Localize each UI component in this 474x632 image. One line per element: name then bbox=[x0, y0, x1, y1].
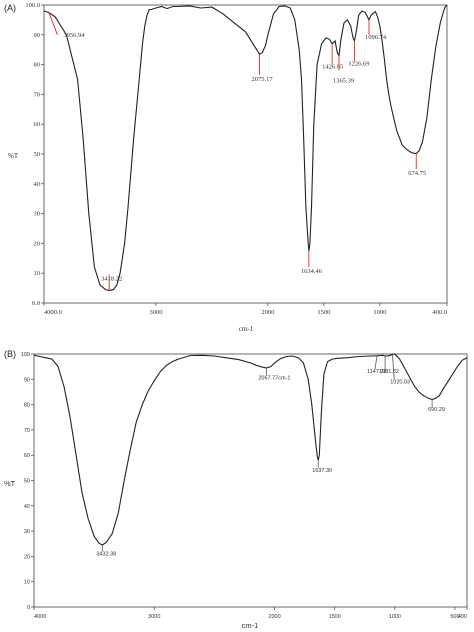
panel-b-peak-label: 690.29 bbox=[428, 407, 445, 413]
panel-b-x-tick-label: 3000 bbox=[148, 614, 160, 620]
panel-a-y-tick-label: 30 bbox=[34, 211, 41, 218]
panel-a-y-ticks: 0.0 10 20 30 40 50 60 70 80 90 100.0 bbox=[25, 2, 44, 307]
panel-a-spectrum-line bbox=[43, 4, 448, 292]
panel-a-y-tick-label: 60 bbox=[34, 121, 41, 128]
panel-a-peak-label: 1226.69 bbox=[348, 61, 369, 68]
panel-a-x-tick-label: 1000 bbox=[373, 309, 386, 316]
panel-a-peak-label: 3418.22 bbox=[101, 276, 122, 283]
panel-a-peak-label: 1634.46 bbox=[301, 268, 323, 275]
panel-a-y-tick-label: 50 bbox=[34, 151, 41, 158]
panel-a-chart: (A) 0.0 10 20 30 40 50 60 70 80 90 100.0 4000.0 300… bbox=[4, 2, 448, 333]
panel-a-peak-label: 1426.05 bbox=[322, 64, 343, 71]
panel-b-label: (B) bbox=[4, 349, 16, 359]
panel-a-x-tick-label: 4000.0 bbox=[44, 309, 62, 316]
panel-b-x-tick-label: 4000 bbox=[34, 614, 46, 620]
panel-b-y-tick-label: 40 bbox=[24, 504, 30, 510]
panel-b-y-tick-label: 50 bbox=[24, 479, 30, 485]
panel-a-peak-labels: 3418.22 3956.94 2075.17 1634.46 1426.05 1365.… bbox=[48, 12, 426, 291]
panel-b-y-tick-label: 0 bbox=[27, 605, 30, 611]
panel-b-y-tick-label: 90 bbox=[24, 377, 30, 383]
panel-b-spectrum-line bbox=[33, 353, 468, 546]
panel-a-y-tick-label: 10 bbox=[34, 270, 41, 277]
panel-b-peak-label: 1147.78 bbox=[367, 369, 386, 375]
panel-a-x-tick-label: 3000 bbox=[149, 309, 162, 316]
panel-b-y-axis-label: %T bbox=[4, 479, 16, 488]
panel-b-y-tick-label: 20 bbox=[24, 554, 30, 560]
panel-a-x-tick-label: 1500 bbox=[317, 309, 330, 316]
panel-b-x-axis-label: cm-1 bbox=[242, 621, 259, 630]
panel-b-peak-marker bbox=[392, 354, 395, 380]
panel-a-y-axis-label: %T bbox=[8, 152, 19, 160]
panel-b-y-ticks: 0 10 20 30 40 50 60 70 80 90 100 bbox=[21, 352, 34, 611]
panel-a-x-axis-label: cm-1 bbox=[239, 325, 254, 333]
panel-b-x-tick-label: 500 bbox=[450, 614, 459, 620]
panel-a-y-tick-label: 100.0 bbox=[25, 2, 40, 9]
panel-b-peak-marker bbox=[374, 355, 378, 370]
panel-a-peak-label: 674.75 bbox=[408, 170, 426, 177]
panel-b-y-tick-label: 30 bbox=[24, 529, 30, 535]
panel-a-y-tick-label: 40 bbox=[34, 181, 41, 188]
panel-a-x-tick-label: 2000 bbox=[261, 309, 274, 316]
panel-b-peak-label: 1081.32 bbox=[379, 369, 399, 375]
panel-a-label: (A) bbox=[4, 3, 16, 13]
panel-b-y-tick-label: 10 bbox=[24, 580, 30, 586]
panel-b-peak-label: 3432.38 bbox=[96, 551, 116, 557]
panel-a-x-ticks: 4000.0 3000 2000 1500 1000 400.0 bbox=[43, 303, 448, 316]
panel-a-y-tick-label: 70 bbox=[34, 91, 41, 98]
panel-a-y-tick-label: 80 bbox=[34, 62, 41, 69]
panel-b-x-tick-label: 1000 bbox=[389, 614, 401, 620]
panel-a-peak-label: 1096.74 bbox=[365, 34, 387, 41]
panel-a-peak-label: 1365.39 bbox=[333, 78, 354, 85]
panel-a-y-tick-label: 90 bbox=[34, 32, 41, 39]
panel-b-plot-frame bbox=[33, 353, 468, 608]
panel-a-plot-frame bbox=[43, 4, 448, 304]
panel-b-peak-label: 1637.30 bbox=[312, 468, 332, 474]
panel-b-chart: (B) 0 10 20 30 40 50 60 70 80 90 100 4000 3000 2000 1… bbox=[4, 349, 468, 630]
panel-b-y-tick-label: 80 bbox=[24, 403, 30, 409]
panel-b-y-tick-label: 60 bbox=[24, 453, 30, 459]
panel-a-peak-marker bbox=[48, 12, 58, 35]
panel-b-peak-label: 2067.77cm-1 bbox=[258, 376, 290, 382]
panel-a-peak-label: 3956.94 bbox=[63, 32, 85, 39]
panel-a-x-tick-label: 400.0 bbox=[432, 309, 447, 316]
panel-b-x-tick-label: 400 bbox=[458, 614, 467, 620]
panel-b-y-tick-label: 100 bbox=[21, 352, 30, 358]
panel-b-peak-label: 1020.03 bbox=[390, 379, 410, 385]
panel-a-peak-label: 2075.17 bbox=[251, 76, 273, 83]
panel-b-y-tick-label: 70 bbox=[24, 428, 30, 434]
panel-b-x-tick-label: 2000 bbox=[268, 614, 280, 620]
panel-a-y-tick-label: 0.0 bbox=[32, 300, 40, 307]
panel-b-x-tick-label: 1500 bbox=[329, 614, 341, 620]
panel-a-y-tick-label: 20 bbox=[34, 240, 41, 247]
